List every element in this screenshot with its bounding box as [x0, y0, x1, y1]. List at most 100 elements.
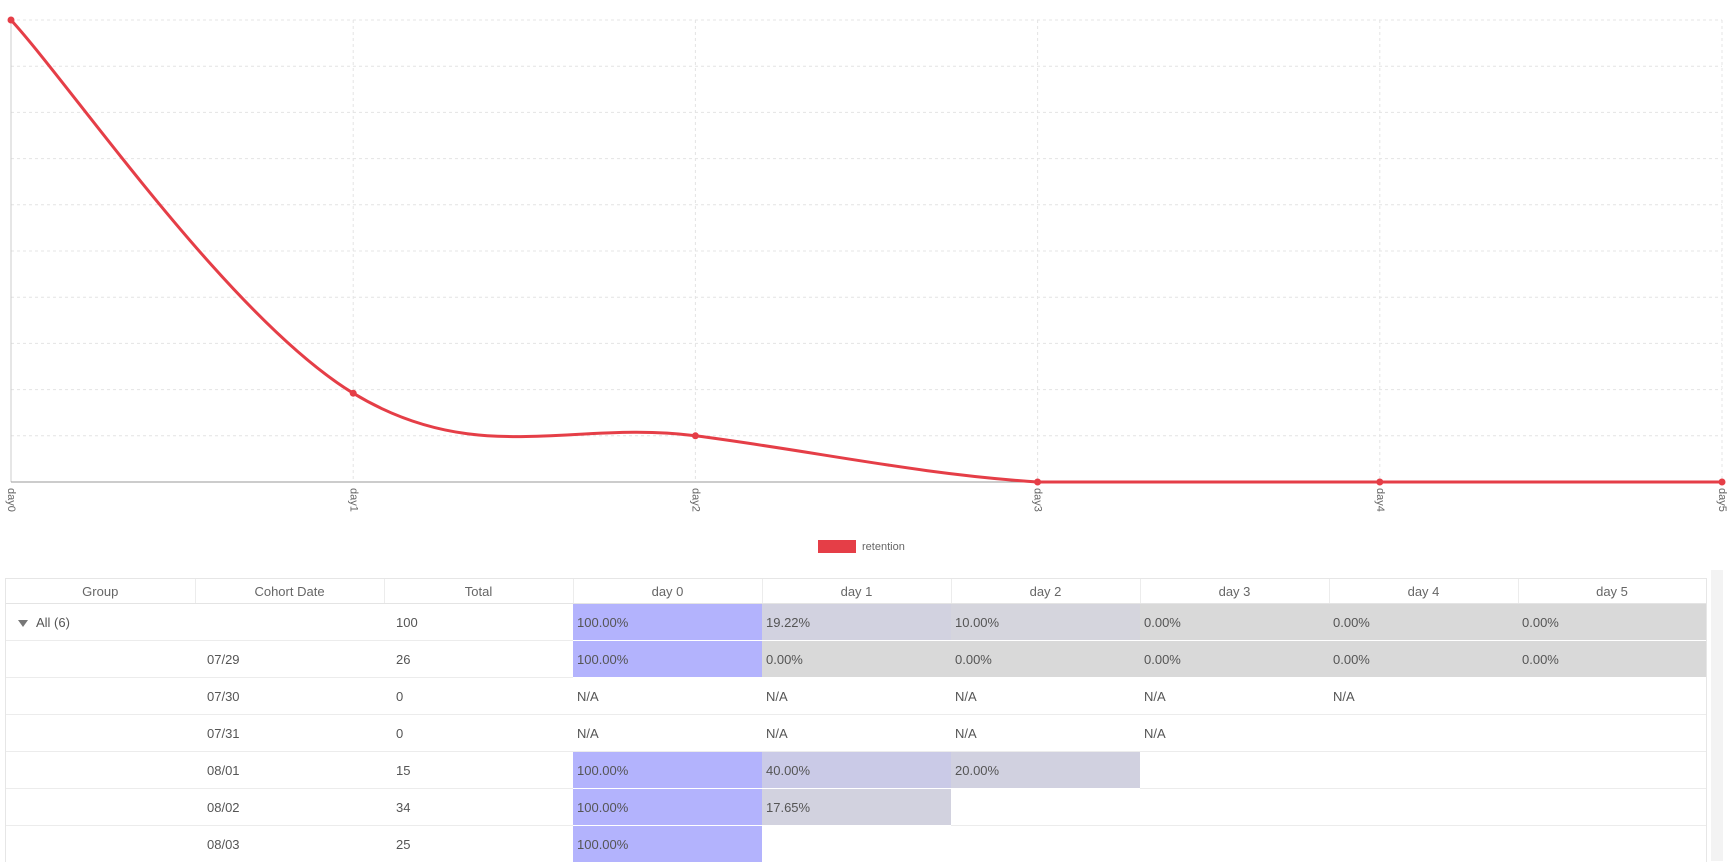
- vertical-scrollbar[interactable]: [1711, 570, 1723, 861]
- group-label: All (6): [36, 615, 70, 630]
- group-cell: [6, 826, 195, 862]
- header-group[interactable]: Group: [6, 579, 195, 604]
- x-tick-label-day3: day3: [1032, 488, 1044, 512]
- chart-legend[interactable]: retention: [818, 540, 905, 553]
- day-2-cell: 10.00%: [951, 604, 1140, 641]
- header-day-0[interactable]: day 0: [573, 579, 762, 604]
- day-1-cell: 40.00%: [762, 752, 951, 789]
- data-point-day1: [350, 390, 357, 397]
- day-2-cell: [951, 826, 1140, 862]
- day-5-cell: [1518, 826, 1706, 862]
- header-day-2[interactable]: day 2: [951, 579, 1140, 604]
- day-1-cell: N/A: [762, 715, 951, 752]
- day-0-cell: 100.00%: [573, 604, 762, 641]
- day-4-cell: [1329, 715, 1518, 752]
- total-cell: 0: [384, 678, 573, 715]
- day-3-cell: [1140, 826, 1329, 862]
- day-5-cell: 0.00%: [1518, 641, 1706, 678]
- x-tick-label-day0: day0: [5, 488, 17, 512]
- group-cell: [6, 752, 195, 789]
- header-day-3[interactable]: day 3: [1140, 579, 1329, 604]
- x-tick-label-day1: day1: [347, 488, 359, 512]
- day-0-cell: N/A: [573, 715, 762, 752]
- retention-line-chart: day0 day1 day2 day3 day4 day5: [0, 0, 1733, 560]
- x-tick-label-day2: day2: [689, 488, 701, 512]
- header-day-4[interactable]: day 4: [1329, 579, 1518, 604]
- day-2-cell: 20.00%: [951, 752, 1140, 789]
- header-cohort-date[interactable]: Cohort Date: [195, 579, 384, 604]
- day-1-cell: 0.00%: [762, 641, 951, 678]
- legend-label-retention: retention: [862, 541, 905, 553]
- legend-swatch-retention: [818, 540, 856, 553]
- day-3-cell: N/A: [1140, 715, 1329, 752]
- group-cell: [6, 715, 195, 752]
- day-3-cell: 0.00%: [1140, 604, 1329, 641]
- total-cell: 100: [384, 604, 573, 641]
- x-tick-label-day4: day4: [1374, 488, 1386, 512]
- day-3-cell: N/A: [1140, 678, 1329, 715]
- day-4-cell: [1329, 752, 1518, 789]
- header-day-1[interactable]: day 1: [762, 579, 951, 604]
- day-4-cell: 0.00%: [1329, 641, 1518, 678]
- group-cell[interactable]: All (6): [6, 604, 195, 641]
- day-5-cell: [1518, 715, 1706, 752]
- day-0-cell: 100.00%: [573, 826, 762, 862]
- day-1-cell: 19.22%: [762, 604, 951, 641]
- day-5-cell: [1518, 678, 1706, 715]
- day-3-cell: [1140, 789, 1329, 826]
- total-cell: 0: [384, 715, 573, 752]
- caret-down-icon[interactable]: [18, 620, 28, 627]
- data-point-day0: [8, 17, 15, 24]
- day-4-cell: [1329, 826, 1518, 862]
- total-cell: 15: [384, 752, 573, 789]
- table-header-row: Group Cohort Date Total day 0 day 1 day …: [6, 579, 1706, 604]
- x-tick-label-day5: day5: [1716, 488, 1728, 512]
- day-1-cell: N/A: [762, 678, 951, 715]
- day-2-cell: N/A: [951, 715, 1140, 752]
- cohort-date-cell: 08/02: [195, 789, 384, 826]
- day-0-cell: N/A: [573, 678, 762, 715]
- day-3-cell: [1140, 752, 1329, 789]
- day-3-cell: 0.00%: [1140, 641, 1329, 678]
- day-2-cell: N/A: [951, 678, 1140, 715]
- data-point-day4: [1376, 479, 1383, 486]
- data-point-day5: [1719, 479, 1726, 486]
- day-1-cell: 17.65%: [762, 789, 951, 826]
- day-4-cell: [1329, 789, 1518, 826]
- data-point-day2: [692, 432, 699, 439]
- day-4-cell: N/A: [1329, 678, 1518, 715]
- day-5-cell: [1518, 789, 1706, 826]
- group-cell: [6, 789, 195, 826]
- header-day-5[interactable]: day 5: [1518, 579, 1706, 604]
- day-5-cell: [1518, 752, 1706, 789]
- cohort-date-cell: 07/29: [195, 641, 384, 678]
- cohort-date-cell: 07/30: [195, 678, 384, 715]
- data-point-day3: [1034, 479, 1041, 486]
- group-cell: [6, 678, 195, 715]
- cohort-table-container: Group Cohort Date Total day 0 day 1 day …: [5, 578, 1707, 862]
- cohort-date-cell: 08/01: [195, 752, 384, 789]
- total-cell: 26: [384, 641, 573, 678]
- day-0-cell: 100.00%: [573, 789, 762, 826]
- cohort-date-cell: 07/31: [195, 715, 384, 752]
- day-2-cell: 0.00%: [951, 641, 1140, 678]
- cohort-date-cell: 08/03: [195, 826, 384, 862]
- cohort-table: Group Cohort Date Total day 0 day 1 day …: [6, 579, 1707, 862]
- day-0-cell: 100.00%: [573, 752, 762, 789]
- cohort-date-cell: [195, 604, 384, 641]
- total-cell: 25: [384, 826, 573, 862]
- day-0-cell: 100.00%: [573, 641, 762, 678]
- group-cell: [6, 641, 195, 678]
- day-5-cell: 0.00%: [1518, 604, 1706, 641]
- header-total[interactable]: Total: [384, 579, 573, 604]
- day-4-cell: 0.00%: [1329, 604, 1518, 641]
- day-2-cell: [951, 789, 1140, 826]
